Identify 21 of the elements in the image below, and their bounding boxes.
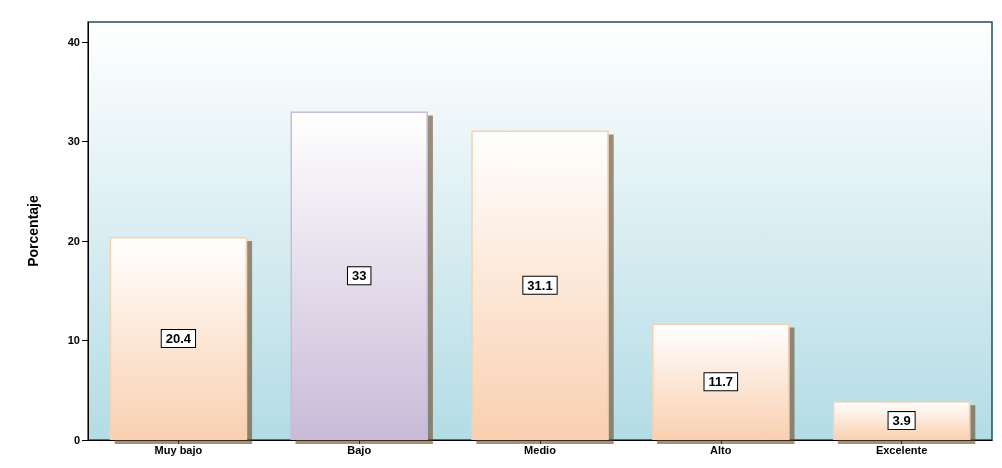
data-label: 3.9 — [892, 413, 911, 429]
y-tick-label: 30 — [67, 135, 80, 148]
bar — [471, 130, 609, 440]
y-tick-label: 40 — [67, 35, 80, 48]
x-tick-label: Alto — [710, 443, 732, 456]
data-label: 11.7 — [708, 374, 734, 390]
y-axis-title: Porcentaje — [25, 195, 41, 267]
bar — [652, 323, 790, 440]
bar — [109, 236, 248, 440]
x-tick-label: Muy bajo — [154, 443, 203, 456]
x-tick-label: Bajo — [347, 443, 372, 456]
data-label: 31.1 — [527, 277, 553, 293]
data-label: 20.4 — [165, 330, 192, 346]
data-label: 33 — [351, 268, 367, 284]
x-tick-label: Medio — [524, 443, 557, 456]
y-tick-label: 10 — [67, 334, 80, 347]
bar — [832, 401, 971, 440]
x-tick-label: Excelente — [875, 443, 928, 456]
bar — [290, 111, 428, 440]
y-tick-label: 0 — [73, 434, 80, 446]
y-tick-label: 20 — [67, 234, 80, 247]
